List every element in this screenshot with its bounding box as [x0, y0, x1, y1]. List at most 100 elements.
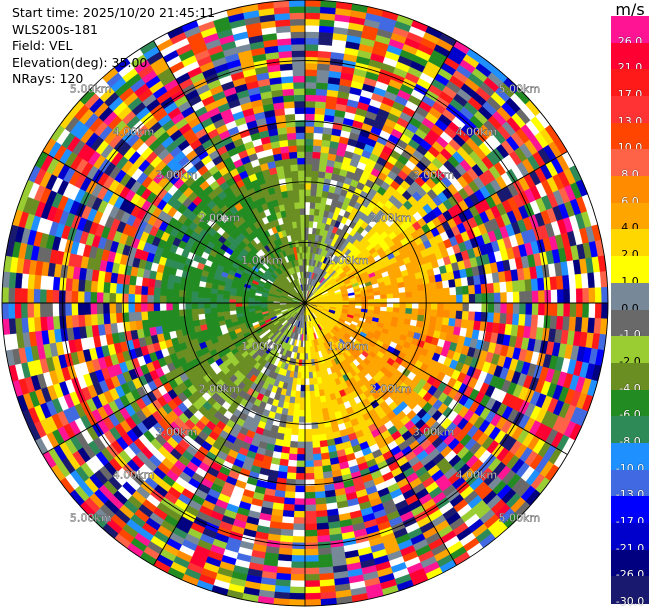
velocity-gate [134, 284, 143, 295]
velocity-gate [555, 315, 564, 331]
velocity-gate [299, 397, 306, 405]
velocity-gate [109, 302, 117, 314]
velocity-gate [511, 280, 520, 293]
velocity-gate [316, 63, 331, 71]
velocity-gate [282, 509, 295, 518]
velocity-gate [134, 293, 142, 304]
velocity-gate [524, 314, 533, 328]
velocity-gate [304, 157, 313, 165]
velocity-gate [544, 289, 552, 304]
velocity-gate [304, 441, 313, 449]
velocity-gate [197, 291, 205, 298]
velocity-gate [134, 311, 143, 322]
velocity-gate [229, 302, 236, 308]
velocity-gate [304, 510, 317, 518]
velocity-gate [280, 528, 294, 537]
velocity-gate [320, 145, 330, 154]
velocity-gate [316, 69, 330, 78]
velocity-gate [299, 403, 306, 411]
velocity-gate [304, 472, 315, 481]
velocity-gate [210, 307, 218, 314]
velocity-gate [27, 288, 35, 304]
velocity-gate [410, 284, 419, 293]
velocity-gate [313, 126, 324, 134]
velocity-gate [292, 415, 300, 424]
velocity-gate [474, 311, 482, 322]
velocity-gate [14, 302, 22, 319]
velocity-gate [304, 353, 309, 361]
velocity-gate [241, 302, 249, 307]
velocity-gate [290, 434, 299, 442]
velocity-gate [443, 295, 451, 304]
velocity-gate [45, 289, 54, 304]
velocity-gate [289, 592, 306, 600]
velocity-gate [304, 31, 320, 39]
velocity-gate [312, 151, 322, 159]
velocity-gate [184, 290, 193, 298]
velocity-gate [601, 302, 609, 320]
velocity-gate [289, 580, 306, 588]
velocity-gate [278, 547, 293, 556]
velocity-gate [39, 288, 47, 304]
velocity-gate [309, 208, 316, 216]
velocity-gate [386, 307, 394, 313]
velocity-gate [172, 315, 181, 324]
velocity-gate [320, 452, 330, 461]
velocity-gate [312, 453, 322, 461]
velocity-gate [165, 295, 173, 304]
velocity-gate [314, 484, 326, 493]
velocity-gate [294, 498, 306, 506]
velocity-gate [316, 414, 325, 423]
velocity-gate [318, 37, 333, 46]
velocity-gate [460, 277, 469, 287]
velocity-gate [304, 592, 321, 600]
velocity-gate [301, 359, 306, 367]
velocity-gate [160, 280, 169, 289]
velocity-gate [304, 384, 310, 392]
velocity-gate [367, 302, 375, 307]
velocity-gate [313, 138, 323, 147]
velocity-gate [293, 504, 306, 512]
velocity-gate [549, 276, 558, 291]
velocity-gate [309, 390, 316, 398]
velocity-gate [405, 302, 413, 309]
velocity-gate [435, 281, 444, 290]
velocity-gate [160, 317, 169, 326]
velocity-gate [304, 18, 321, 26]
velocity-gate [216, 307, 224, 313]
velocity-gate [147, 286, 155, 296]
velocity-gate [90, 313, 99, 326]
velocity-gate [304, 69, 318, 77]
velocity-gate [537, 290, 546, 304]
velocity-gate [304, 548, 319, 556]
velocity-gate [96, 291, 104, 304]
velocity-gate [279, 535, 294, 543]
velocity-gate [474, 302, 483, 313]
velocity-gate [96, 313, 105, 326]
velocity-gate [506, 302, 514, 315]
velocity-gate [147, 310, 155, 320]
velocity-gate [563, 288, 571, 304]
velocity-gate [65, 314, 73, 329]
velocity-gate [283, 433, 292, 442]
velocity-gate [71, 290, 79, 304]
velocity-gate [304, 138, 314, 146]
velocity-gate [313, 383, 320, 392]
velocity-gate [281, 516, 295, 524]
velocity-gate [103, 281, 111, 294]
velocity-gate [313, 390, 321, 398]
velocity-gate [304, 56, 319, 64]
velocity-gate [462, 294, 470, 304]
velocity-gate [159, 310, 168, 319]
velocity-gate [393, 302, 400, 309]
velocity-gate [300, 378, 306, 386]
velocity-gate [556, 302, 565, 317]
velocity-gate [404, 285, 412, 293]
velocity-gate [277, 553, 293, 562]
velocity-gate [14, 287, 22, 304]
velocity-gate [203, 292, 212, 299]
velocity-gate [317, 553, 333, 562]
velocity-gate [203, 307, 212, 314]
velocity-gate [83, 291, 91, 304]
velocity-gate [216, 293, 224, 299]
